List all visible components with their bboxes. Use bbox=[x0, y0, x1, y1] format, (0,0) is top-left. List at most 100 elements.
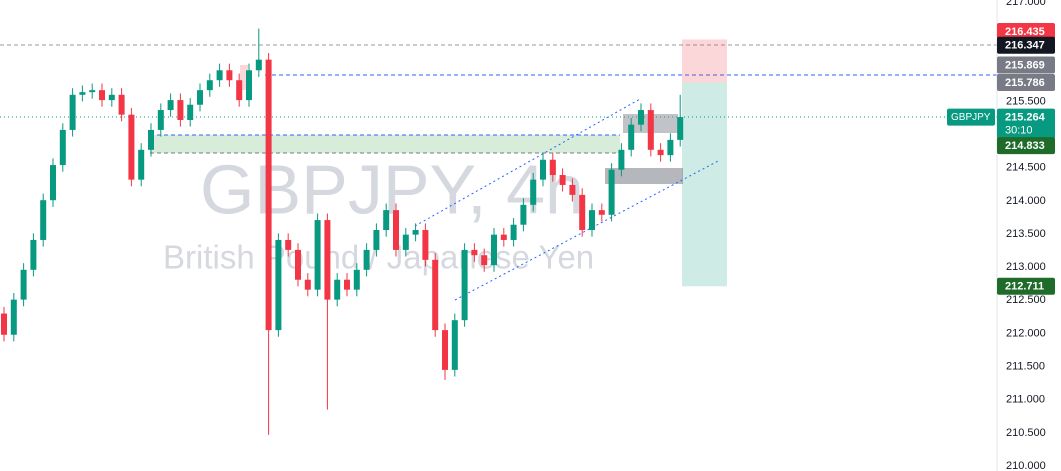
price-badge-label: 215.786 bbox=[1005, 77, 1045, 89]
price-badge-label: 214.833 bbox=[1005, 140, 1045, 152]
candle-body bbox=[549, 159, 556, 176]
price-badge-label: 215.869 bbox=[1005, 59, 1045, 71]
y-tick-label: 215.500 bbox=[1006, 95, 1046, 107]
stop-box bbox=[682, 39, 727, 83]
y-tick-label: 211.500 bbox=[1006, 360, 1045, 372]
price-badge-label: 215.264 bbox=[1005, 111, 1046, 123]
price-badge bbox=[997, 73, 1055, 91]
candle-body bbox=[383, 210, 390, 231]
candle-body bbox=[265, 59, 272, 331]
watermark-title: GBPJPY, 4h bbox=[200, 150, 584, 228]
candle-body bbox=[177, 100, 184, 120]
candle-body bbox=[353, 269, 360, 290]
target-box bbox=[682, 82, 727, 287]
candle-body bbox=[510, 224, 517, 240]
candle-body bbox=[59, 129, 66, 166]
candle-body bbox=[226, 70, 233, 81]
candle-body bbox=[618, 149, 625, 170]
candle-body bbox=[667, 139, 674, 156]
candle-body bbox=[589, 210, 595, 231]
candle-body bbox=[324, 220, 331, 300]
candle-body bbox=[461, 249, 468, 321]
y-tick-label: 213.000 bbox=[1006, 261, 1046, 273]
candle-body bbox=[442, 330, 448, 370]
candle-body bbox=[30, 239, 37, 270]
candle-body bbox=[206, 80, 213, 91]
candle-body bbox=[559, 175, 566, 185]
candle-body bbox=[363, 249, 370, 270]
countdown: 30:10 bbox=[1005, 124, 1033, 136]
candle-body bbox=[677, 117, 684, 140]
demand-zone bbox=[150, 135, 620, 153]
symbol-tag-label: GBPJPY bbox=[951, 112, 991, 123]
candle-body bbox=[491, 234, 497, 266]
candle-body bbox=[451, 320, 458, 370]
price-badge-label: 216.435 bbox=[1005, 26, 1045, 38]
candle-body bbox=[520, 204, 527, 225]
candle-body bbox=[79, 92, 86, 95]
candle-body bbox=[118, 94, 125, 115]
candle-body bbox=[530, 179, 537, 205]
candle-body bbox=[500, 234, 507, 240]
y-tick-label: 214.000 bbox=[1006, 195, 1046, 207]
marker-box bbox=[240, 65, 248, 90]
candle-body bbox=[285, 239, 292, 250]
candle-body bbox=[167, 100, 174, 111]
y-tick-label: 213.500 bbox=[1006, 228, 1046, 240]
price-badge bbox=[997, 277, 1055, 295]
zone-box bbox=[605, 168, 683, 184]
candle-body bbox=[598, 210, 605, 215]
y-tick-label: 217.000 bbox=[1006, 0, 1046, 8]
candle-body bbox=[138, 149, 145, 180]
candle-body bbox=[412, 230, 419, 235]
price-badge bbox=[997, 22, 1055, 40]
candle-body bbox=[69, 94, 76, 130]
candle-body bbox=[373, 230, 380, 250]
price-badge-label: 212.711 bbox=[1005, 281, 1044, 293]
candle-body bbox=[99, 90, 105, 101]
candle-body bbox=[432, 259, 439, 331]
symbol-tag bbox=[947, 108, 995, 126]
candle-body bbox=[187, 104, 194, 120]
price-badge bbox=[997, 137, 1055, 155]
candle-body bbox=[157, 110, 164, 130]
candle-body bbox=[10, 299, 17, 335]
candle-body bbox=[216, 70, 223, 81]
candle-body bbox=[579, 194, 586, 231]
candle-body bbox=[471, 249, 478, 256]
y-tick-label: 210.000 bbox=[1006, 460, 1046, 471]
candle-body bbox=[657, 149, 664, 156]
candle-body bbox=[647, 110, 654, 150]
candle-body bbox=[304, 279, 311, 290]
candle-body bbox=[246, 70, 252, 101]
channel-line bbox=[414, 98, 641, 227]
candle-body bbox=[148, 129, 154, 150]
candle-body bbox=[314, 220, 321, 290]
candle-body bbox=[569, 184, 576, 195]
y-tick-label: 212.500 bbox=[1006, 294, 1046, 306]
candle-body bbox=[236, 80, 243, 101]
price-badge bbox=[997, 108, 1055, 139]
candle-body bbox=[334, 279, 341, 300]
candle-body bbox=[540, 159, 546, 180]
price-badge-label: 216.347 bbox=[1005, 40, 1045, 52]
candle-body bbox=[402, 234, 409, 250]
candle-body bbox=[89, 90, 96, 93]
y-tick-label: 212.000 bbox=[1006, 327, 1046, 339]
candle-body bbox=[344, 279, 350, 290]
y-tick-label: 210.500 bbox=[1006, 427, 1046, 439]
candle-body bbox=[50, 165, 56, 201]
candle-body bbox=[638, 110, 644, 125]
candle-body bbox=[608, 169, 615, 215]
candle-body bbox=[20, 269, 27, 300]
candle-body bbox=[628, 124, 635, 150]
y-tick-label: 214.500 bbox=[1006, 162, 1046, 174]
candle-body bbox=[40, 200, 47, 240]
candle-body bbox=[422, 230, 429, 260]
candle-body bbox=[128, 114, 135, 180]
candle-body bbox=[275, 239, 282, 331]
candle-body bbox=[255, 59, 262, 71]
candle-body bbox=[197, 90, 203, 105]
price-badge bbox=[997, 56, 1055, 74]
